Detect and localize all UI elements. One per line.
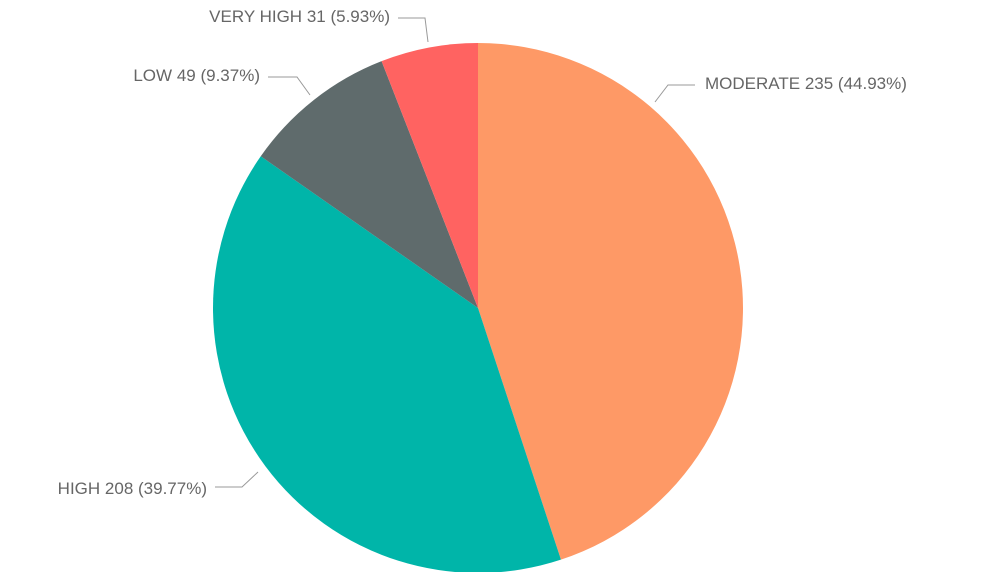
leader-line <box>654 84 695 103</box>
label-value: 31 <box>307 7 326 26</box>
label-category: MODERATE <box>705 74 800 93</box>
pie-slice <box>260 61 478 309</box>
label-percent: (44.93%) <box>838 74 907 93</box>
leader-line <box>398 17 429 43</box>
slice-label: MODERATE 235 (44.93%) <box>705 74 907 93</box>
pie-slice <box>478 43 743 560</box>
leader-line <box>268 76 311 96</box>
label-category: VERY HIGH <box>209 7 302 26</box>
label-category: LOW <box>133 66 172 85</box>
label-value: 208 <box>105 479 133 498</box>
pie-slice <box>213 156 561 572</box>
pie-slice <box>381 43 478 308</box>
leader-line <box>215 471 259 488</box>
slice-label: LOW 49 (9.37%) <box>133 66 260 85</box>
label-percent: (39.77%) <box>138 479 207 498</box>
label-value: 49 <box>177 66 196 85</box>
slice-label: VERY HIGH 31 (5.93%) <box>209 7 390 26</box>
slice-label: HIGH 208 (39.77%) <box>58 479 207 498</box>
label-percent: (9.37%) <box>200 66 260 85</box>
label-percent: (5.93%) <box>330 7 390 26</box>
label-value: 235 <box>805 74 833 93</box>
label-category: HIGH <box>58 479 101 498</box>
